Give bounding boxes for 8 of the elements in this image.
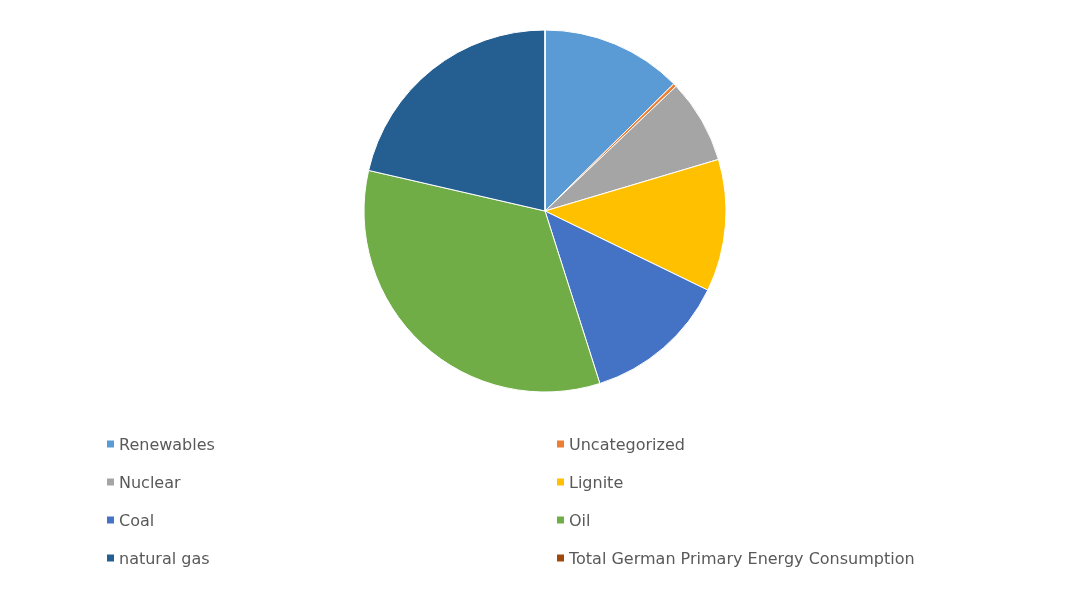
legend-label: Oil — [569, 510, 591, 530]
legend-label: Coal — [119, 510, 155, 530]
legend-label: Nuclear — [119, 472, 181, 492]
legend-label: Lignite — [569, 472, 624, 492]
legend-label: natural gas — [119, 548, 210, 568]
legend-label: Renewables — [119, 434, 215, 454]
legend-label: Uncategorized — [569, 434, 685, 454]
legend-label: Total German Primary Energy Consumption — [568, 548, 915, 568]
